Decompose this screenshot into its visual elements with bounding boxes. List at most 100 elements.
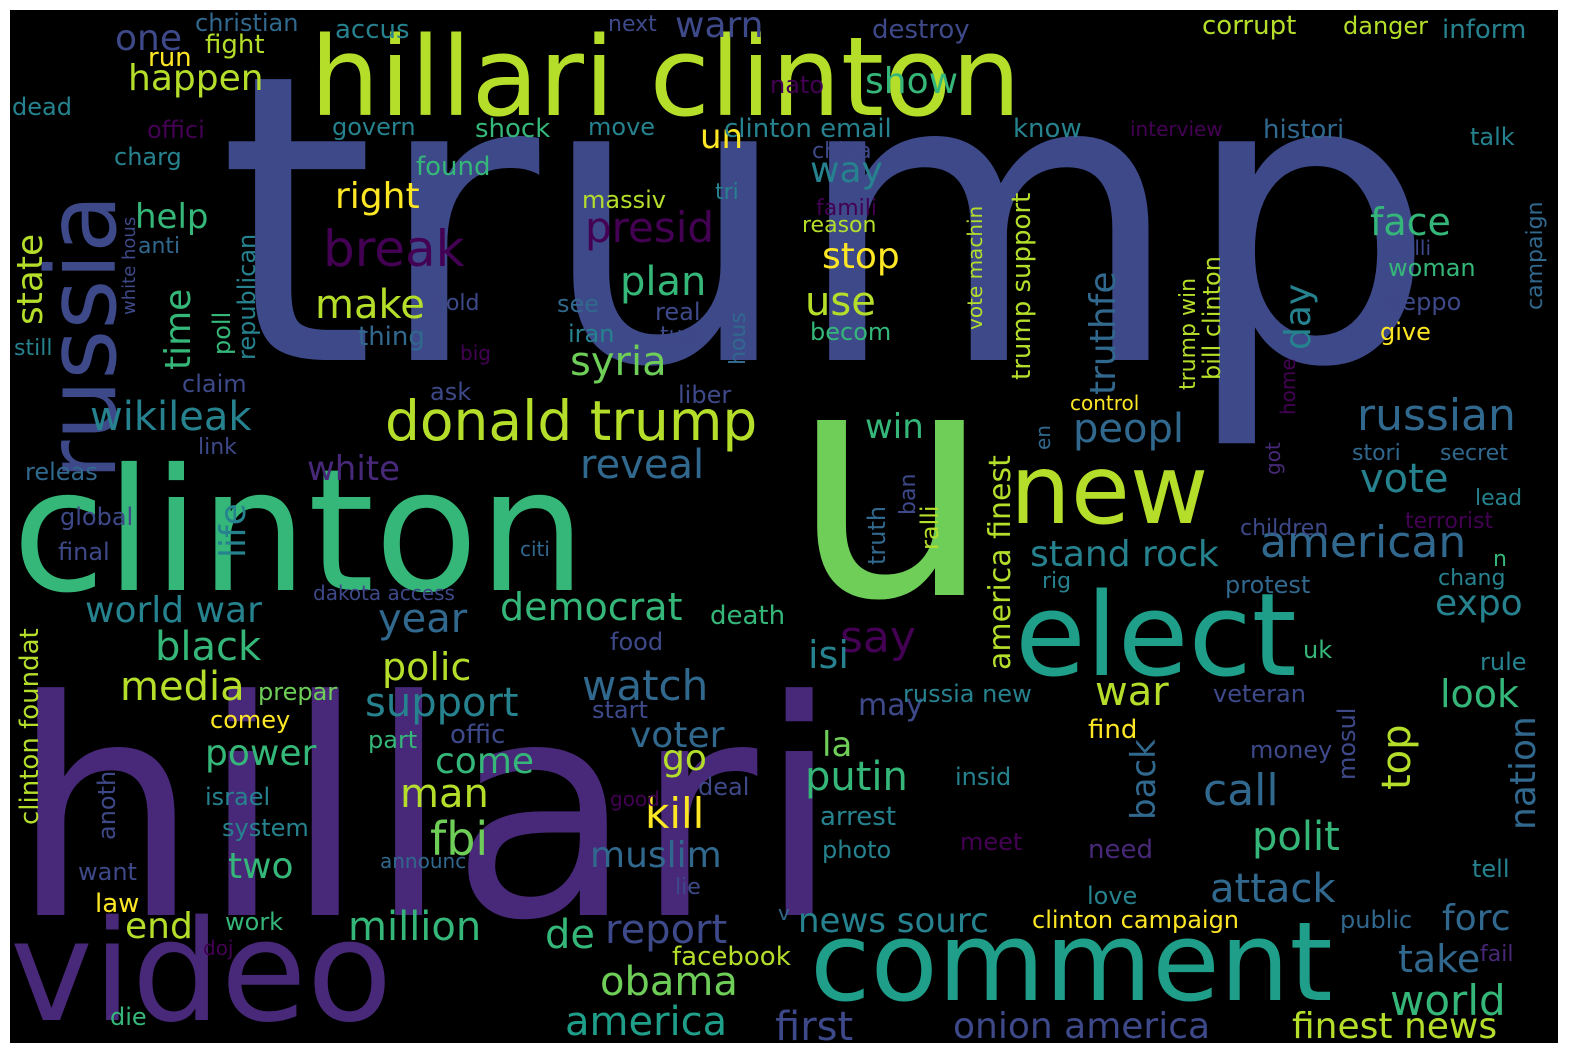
word-hillari: hillari [10, 637, 841, 986]
word-say: say [840, 612, 916, 663]
word-break: break [323, 220, 465, 278]
word-stop: stop [822, 236, 900, 277]
word-israel: israel [205, 783, 270, 811]
word-way: way [810, 150, 883, 191]
word-bill-clinton: bill clinton [1198, 256, 1226, 380]
word-watch: watch [582, 661, 708, 710]
word-money: money [1250, 736, 1332, 764]
word-danger: danger [1343, 12, 1428, 40]
word-talk: talk [1470, 123, 1515, 151]
word-comey: comey [210, 706, 290, 734]
word-give: give [1380, 318, 1431, 346]
word-death: death [710, 601, 785, 631]
word-time: time [158, 289, 199, 370]
word-cloud-frame: trump hillari hillari clinton clinton u video… [10, 10, 1558, 1043]
word-start: start [592, 696, 648, 724]
word-show: show [865, 61, 958, 102]
word-clinton: clinton [12, 433, 586, 631]
word-accus: accus [335, 15, 410, 45]
word-world: world [1390, 976, 1506, 1025]
word-polic: polic [382, 645, 471, 689]
word-u: u [790, 299, 993, 671]
word-liber: liber [678, 381, 731, 409]
word-doj: doj [203, 936, 234, 960]
word-power: power [205, 733, 316, 774]
word-american: american [1260, 517, 1466, 568]
word-dead: dead [12, 93, 72, 121]
word-comment: comment [810, 898, 1333, 1026]
word-news-sourc: news sourc [798, 901, 989, 941]
word-find: find [1088, 715, 1137, 745]
word-destroy: destroy [872, 15, 970, 45]
word-voter: voter [630, 715, 725, 756]
word-good: good [610, 787, 660, 811]
word-state: state [10, 234, 51, 325]
word-control: control [1070, 391, 1139, 415]
word-use: use [805, 279, 876, 325]
word-wikileak: wikileak [90, 394, 252, 440]
word-two: two [228, 846, 294, 887]
word-becom: becom [810, 318, 891, 346]
word-thing: thing [358, 322, 425, 352]
word-look: look [1440, 672, 1519, 716]
word-truth: truth [863, 506, 891, 565]
word-gold: gold [432, 291, 480, 316]
word-big: big [460, 341, 491, 365]
word-arrest: arrest [820, 802, 896, 832]
word-obama: obama [600, 959, 738, 1005]
word-go: go [662, 738, 707, 779]
word-trump-support: trump support [1007, 193, 1037, 380]
word-uk: uk [1303, 636, 1332, 664]
word-chang: chang [1438, 566, 1505, 591]
word-nato: nato [770, 71, 824, 99]
word-de: de [545, 912, 595, 958]
word-muslim: muslim [590, 835, 722, 876]
word-charg: charg [114, 143, 182, 171]
word-interview: interview [1130, 117, 1223, 141]
word-clinton-foundat: clinton foundat [15, 628, 45, 825]
word-need: need [1088, 835, 1153, 865]
word-campaign: campaign [1523, 202, 1548, 310]
word-terrorist: terrorist [1405, 509, 1493, 534]
word-first: first [775, 1004, 853, 1043]
word-iran: iran [568, 320, 614, 348]
word-tell: tell [1472, 855, 1510, 883]
word-law: law [95, 889, 139, 919]
word-work: work [225, 908, 283, 936]
word-onion-america: onion america [953, 1006, 1210, 1043]
word-year: year [378, 596, 468, 642]
word-poll: poll [208, 312, 236, 355]
word-famili: famili [816, 196, 877, 221]
word-syria: syria [570, 339, 667, 385]
word-stand-rock: stand rock [1030, 534, 1219, 575]
word-realli: realli [1382, 236, 1431, 260]
word-america: america [565, 999, 727, 1043]
word-china: china [812, 139, 872, 164]
word-rule: rule [1480, 648, 1527, 676]
word-christian: christian [195, 10, 298, 37]
word-finest-news: finest news [1292, 1006, 1497, 1043]
word-top: top [1374, 724, 1420, 790]
word-lie: lie [675, 875, 701, 900]
word-world-war: world war [85, 590, 262, 631]
word-still: still [14, 336, 52, 361]
word-claim: claim [182, 370, 247, 398]
word-hillari-clinton: hillari clinton [310, 13, 1021, 141]
word-trump: trump [218, 10, 1436, 455]
word-truthfe: truthfe [1083, 272, 1124, 396]
word-la: la [822, 725, 852, 765]
word-histori: histori [1263, 115, 1344, 145]
word-part: part [368, 726, 417, 754]
word-children: children [1240, 516, 1328, 541]
word-isi: isi [808, 633, 849, 677]
word-media: media [120, 664, 245, 710]
word-prepar: prepar [258, 678, 337, 706]
word-ralli: ralli [916, 505, 944, 550]
word-love: love [1087, 882, 1137, 910]
word-life: life [213, 503, 254, 558]
word-insid: insid [955, 763, 1011, 791]
word-reveal: reveal [580, 442, 704, 488]
word-face: face [1370, 200, 1451, 244]
word-hous: hous [726, 312, 751, 365]
word-happen: happen [128, 58, 264, 99]
